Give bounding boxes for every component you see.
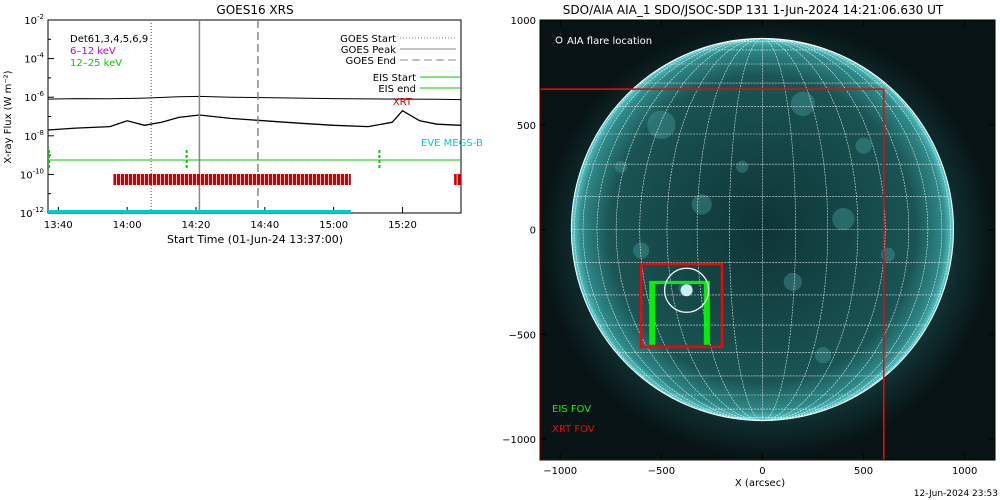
goes-x-tick-label: 14:20 <box>182 220 211 231</box>
xrt-fov-legend: XRT FOV <box>552 424 595 435</box>
legend-goes-peak: GOES Peak <box>341 45 396 56</box>
longitude-line <box>762 38 929 421</box>
goes-x-tick-label: 15:20 <box>388 220 417 231</box>
aia-y-tick-label: −1000 <box>502 435 536 446</box>
aia-y-tick-label: 1000 <box>511 16 536 27</box>
aia-x-axis-label: X (arcsec) <box>735 478 785 489</box>
longitude-line <box>728 38 763 421</box>
active-region <box>815 347 832 364</box>
goes-series-line <box>47 95 462 101</box>
active-region <box>736 160 749 173</box>
goes-y-axis-label: X-ray Flux (W m⁻²) <box>3 70 14 163</box>
goes-low-energy-label: 6–12 keV <box>70 46 116 57</box>
flare-kernel <box>680 284 693 297</box>
goes-plot-title: GOES16 XRS <box>216 3 293 17</box>
longitude-line <box>666 38 763 421</box>
footer-timestamp: 12-Jun-2024 23:53 <box>914 489 998 499</box>
active-region <box>691 194 712 215</box>
longitude-line <box>615 38 763 421</box>
longitude-line <box>639 38 763 421</box>
goes-y-tick-label: 10-4 <box>24 52 44 66</box>
longitude-line <box>762 38 859 421</box>
goes-observation-bars <box>48 150 461 213</box>
goes-det-label: Det61,3,4,5,6,9 <box>70 34 148 45</box>
active-region <box>614 160 627 173</box>
active-region <box>647 110 676 139</box>
xrt-fov-small <box>639 262 724 349</box>
aia-x-tick-label: 0 <box>759 466 765 477</box>
legend-goes-end: GOES End <box>346 56 396 67</box>
aia-x-tick-label: −1000 <box>543 466 577 477</box>
aia-y-tick-label: −500 <box>509 330 536 341</box>
solar-features <box>614 91 895 364</box>
goes-y-tick-label: 10-12 <box>20 206 44 220</box>
goes-x-tick-label: 14:40 <box>250 220 279 231</box>
goes-series-line <box>47 109 462 131</box>
longitude-line <box>762 38 796 421</box>
longitude-line <box>762 38 951 421</box>
longitude-line <box>762 38 829 421</box>
goes-y-tick-label: 10-10 <box>20 167 44 181</box>
active-region <box>880 247 895 262</box>
active-region <box>633 242 650 259</box>
goes-high-energy-label: 12–25 keV <box>70 58 122 69</box>
goes-y-tick-label: 10-2 <box>24 13 44 27</box>
longitude-line <box>762 38 886 421</box>
aia-plot-frame <box>539 19 996 461</box>
legend-eis-end: EIS end <box>378 84 416 95</box>
longitude-line <box>582 38 763 421</box>
goes-plot: 10-2 10-4 10-6 10-8 10-10 10-12 13:40 14:00 14:… <box>20 13 483 231</box>
aia-image <box>540 20 995 460</box>
longitude-line <box>696 38 763 421</box>
legend-eis-start: EIS Start <box>373 73 416 84</box>
aia-y-tick-label: 0 <box>530 226 536 237</box>
goes-x-tick-label: 13:40 <box>44 220 73 231</box>
eis-fov-slit <box>649 281 656 345</box>
longitude-line <box>596 38 763 421</box>
xrt-fov-large <box>540 88 885 460</box>
legend-eve: EVE MEGS-B <box>421 138 483 149</box>
eis-fov-legend: EIS FOV <box>552 404 591 415</box>
active-region <box>783 272 802 292</box>
goes-x-tick-label: 14:00 <box>113 220 142 231</box>
aia-x-tick-label: −500 <box>648 466 675 477</box>
aia-axes: −1000 −500 0 500 1000 1000 500 0 −500 −1000 <box>502 16 995 477</box>
legend-goes-start: GOES Start <box>340 34 396 45</box>
flare-location-circle <box>664 267 710 313</box>
aia-x-tick-label: 500 <box>854 466 873 477</box>
goes-series-group <box>47 95 462 131</box>
flare-legend-label: AIA flare location <box>567 36 652 47</box>
eis-fov-slit <box>703 281 710 345</box>
legend-xrt: XRT <box>393 97 413 108</box>
solar-limb <box>570 37 955 422</box>
flare-legend-marker <box>555 36 563 44</box>
goes-x-axis-label: Start Time (01-Jun-24 13:37:00) <box>167 233 343 246</box>
heliographic-grid <box>571 38 954 421</box>
longitude-line <box>762 38 910 421</box>
aia-plot-title: SDO/AIA AIA_1 SDO/JSOC-SDP 131 1-Jun-202… <box>563 3 944 17</box>
active-region <box>790 91 816 116</box>
aia-y-tick-label: 500 <box>517 121 536 132</box>
goes-y-tick-label: 10-6 <box>24 90 44 104</box>
eve-coverage-bar <box>48 210 351 213</box>
goes-y-axis: 10-2 10-4 10-6 10-8 10-10 10-12 <box>20 13 54 220</box>
active-region <box>855 137 872 154</box>
longitude-line <box>573 38 763 421</box>
fov-overlays <box>540 88 885 460</box>
goes-x-tick-label: 15:00 <box>319 220 348 231</box>
goes-y-tick-label: 10-8 <box>24 129 44 143</box>
active-region <box>832 207 855 231</box>
eis-fov-slit <box>649 280 710 284</box>
xrt-coverage-bar <box>454 174 461 185</box>
aia-x-tick-label: 1000 <box>952 466 977 477</box>
longitude-line <box>762 38 943 421</box>
